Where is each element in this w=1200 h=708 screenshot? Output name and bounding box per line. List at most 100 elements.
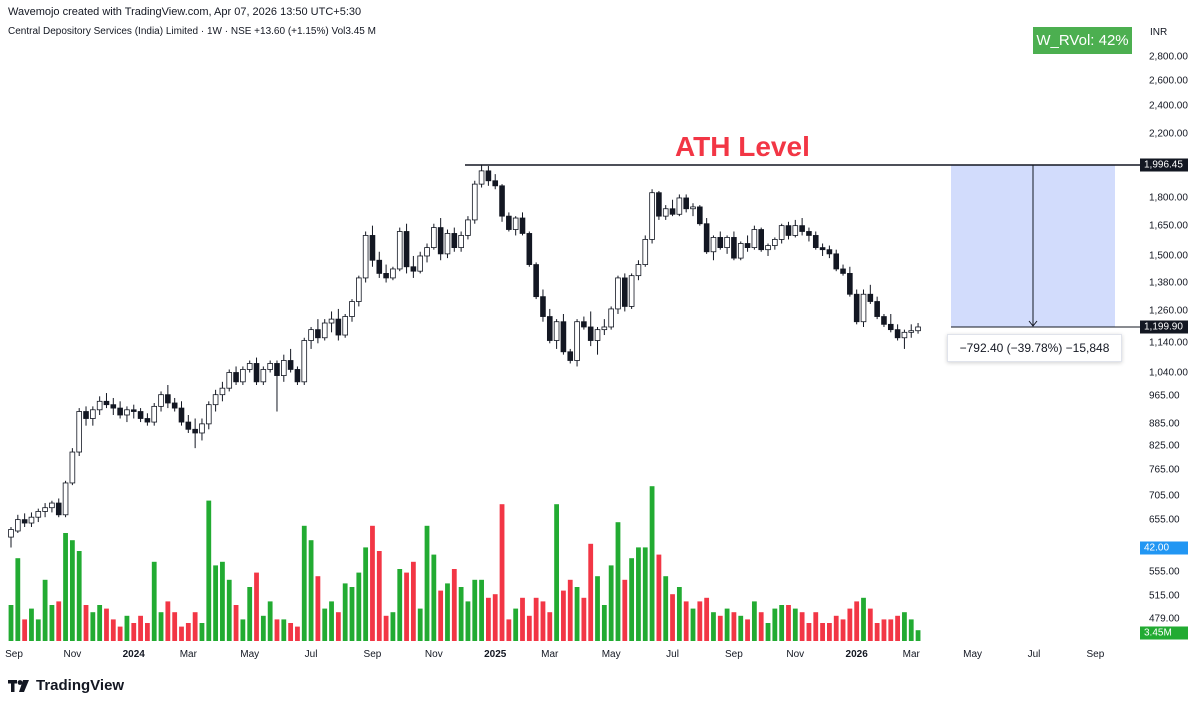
candle-body — [819, 247, 826, 251]
candle-body — [369, 235, 376, 261]
volume-bar — [124, 615, 130, 641]
candle-body — [219, 387, 226, 396]
symbol-info: Central Depository Services (India) Limi… — [8, 26, 376, 37]
price-tick-label: 2,800.00 — [1149, 51, 1188, 63]
time-tick-label: Mar — [902, 649, 920, 660]
candle-body — [731, 237, 737, 259]
volume-bar — [342, 583, 348, 641]
price-tick-label: 885.00 — [1149, 418, 1180, 430]
volume-bar — [247, 587, 253, 641]
volume-bar — [288, 623, 294, 641]
candle-body — [772, 239, 778, 246]
volume-bar — [799, 612, 805, 641]
candle-body — [294, 369, 301, 383]
volume-bar — [274, 619, 280, 641]
time-tick-label: May — [963, 649, 983, 660]
volume-bar — [827, 623, 832, 641]
candle-body — [860, 293, 867, 323]
volume-bar — [854, 601, 860, 641]
price-tick-label: 515.00 — [1149, 590, 1180, 602]
candle-body — [615, 277, 621, 310]
volume-bar — [165, 601, 171, 641]
tradingview-logo-icon — [8, 680, 29, 693]
volume-bar — [281, 619, 287, 641]
candle-body — [417, 255, 423, 272]
time-tick-label: 2026 — [845, 649, 868, 660]
candle-body — [287, 360, 294, 370]
last-price-tag: 1,199.90 — [1140, 320, 1188, 334]
volume-bar — [213, 565, 218, 641]
candle-body — [506, 215, 512, 230]
volume-bar — [424, 525, 430, 641]
volume-bar — [608, 565, 614, 641]
candle-body — [117, 407, 123, 416]
candle-body — [546, 316, 553, 341]
candle-body — [833, 253, 840, 270]
volume-bar — [874, 623, 880, 641]
candle-body — [15, 519, 21, 532]
candle-body — [315, 329, 321, 339]
measure-arrowhead — [1028, 320, 1038, 327]
candle-body — [765, 245, 771, 251]
volume-bar — [533, 597, 539, 641]
volume-bar — [151, 561, 157, 641]
candle-body — [894, 329, 901, 339]
price-tick-label: 479.00 — [1149, 613, 1180, 625]
time-tick-label: Nov — [786, 649, 805, 660]
volume-bar — [847, 608, 853, 641]
volume-bar — [254, 572, 259, 641]
rvol-badge[interactable]: W_RVol: 42% — [1033, 27, 1132, 54]
candle-body — [540, 296, 546, 317]
candle-body — [226, 372, 233, 389]
volume-bar — [397, 569, 403, 641]
volume-bar — [758, 612, 764, 641]
volume-bar — [69, 540, 75, 641]
volume-bar — [772, 608, 778, 641]
candle-body — [103, 400, 110, 406]
volume-bar — [35, 619, 41, 641]
candle-body — [669, 208, 676, 215]
tradingview-brand[interactable]: TradingView — [8, 677, 124, 694]
price-tick-label: 2,600.00 — [1149, 75, 1188, 87]
candle-body — [628, 275, 635, 307]
volume-bar — [322, 608, 328, 641]
candle-body — [840, 268, 846, 274]
candle-body — [785, 225, 792, 236]
volume-bar — [492, 594, 498, 641]
price-tick-label: 1,500.00 — [1149, 250, 1188, 262]
volume-bar — [110, 619, 116, 641]
volume-bar — [581, 597, 587, 641]
volume-bar — [813, 612, 819, 641]
candle-body — [349, 301, 355, 317]
currency-label: INR — [1150, 27, 1168, 38]
candle-body — [792, 225, 799, 236]
candle-body — [49, 502, 55, 509]
candle-body — [594, 329, 601, 341]
volume-bar — [145, 623, 150, 641]
candle-body — [137, 411, 144, 419]
candle-body — [444, 233, 451, 255]
candle-body — [519, 217, 526, 234]
volume-bar — [192, 612, 198, 641]
candle-body — [335, 318, 342, 336]
volume-bar — [97, 605, 103, 641]
price-tick-label: 1,140.00 — [1149, 337, 1188, 349]
candle-body — [280, 360, 287, 376]
volume-bar — [417, 608, 423, 641]
candle-body — [165, 394, 171, 404]
time-tick-label: May — [240, 649, 260, 660]
volume-bar — [260, 615, 266, 641]
candle-body — [908, 330, 915, 333]
volume-bar — [172, 612, 178, 641]
volume-bar — [472, 579, 478, 641]
time-tick-label: Sep — [363, 649, 382, 660]
candle-body — [151, 405, 158, 423]
volume-bar — [185, 623, 191, 641]
volume-bar — [711, 612, 716, 641]
candle-body — [847, 273, 853, 295]
candle-body — [662, 208, 669, 217]
price-tick-label: 1,260.00 — [1149, 305, 1188, 317]
candle-body — [130, 409, 137, 412]
volume-bar — [806, 623, 812, 641]
